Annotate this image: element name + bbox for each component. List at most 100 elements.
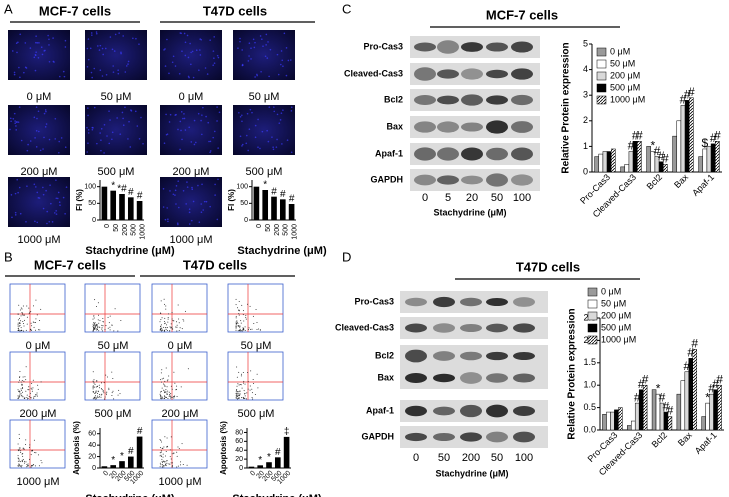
event-dot (178, 322, 180, 324)
event-dot (22, 376, 24, 378)
event-dot (117, 394, 119, 396)
image-label: 1000 μM (17, 234, 60, 246)
microscopy-image (85, 30, 147, 80)
lane-label: 20 (466, 192, 478, 204)
blot-band (486, 120, 508, 134)
y-axis-label: Relative Protein expression (561, 42, 572, 173)
blot-band (414, 67, 436, 81)
event-dot (34, 395, 36, 397)
event-dot (25, 366, 27, 368)
event-dot (111, 394, 113, 396)
cell-dot (198, 221, 201, 224)
image-label: 200 μM (21, 166, 58, 178)
event-dot (244, 383, 246, 385)
significance-mark: # (684, 87, 691, 101)
event-dot (183, 320, 185, 322)
cell-dot (264, 55, 267, 58)
cell-dot (14, 214, 17, 216)
event-dot (168, 395, 170, 397)
event-dot (93, 397, 95, 399)
event-dot (160, 319, 162, 321)
event-dot (238, 309, 240, 311)
bar (606, 151, 612, 173)
cell-dot (38, 130, 40, 133)
cell-dot (35, 129, 38, 132)
cell-dot (254, 41, 256, 44)
cell-dot (41, 53, 44, 56)
event-dot (169, 456, 171, 458)
event-dot (38, 465, 40, 467)
cell-dot (193, 143, 196, 146)
cell-dot (203, 200, 206, 203)
event-dot (160, 451, 162, 453)
event-dot (33, 305, 35, 307)
event-dot (28, 389, 30, 391)
cell-dot (200, 38, 203, 41)
event-dot (94, 398, 96, 400)
event-dot (26, 464, 28, 466)
cell-dot (280, 112, 283, 114)
event-dot (30, 466, 32, 468)
cell-dot (239, 37, 241, 40)
x-tick-label: 1000 (139, 224, 146, 240)
event-dot (171, 388, 173, 390)
cell-dot (276, 138, 278, 141)
event-dot (95, 325, 97, 327)
flow-plot (9, 283, 66, 333)
event-dot (96, 385, 98, 387)
bar (705, 402, 710, 431)
event-dot (103, 392, 105, 394)
y-tick-label: 2 (583, 115, 588, 125)
event-dot (235, 393, 237, 395)
event-dot (241, 330, 243, 332)
event-dot (235, 324, 237, 326)
panel-title: MCF-7 cells (39, 3, 111, 18)
cell-dot (11, 216, 13, 219)
blot-band (414, 95, 436, 105)
x-tick-label: 1000 (291, 224, 298, 240)
event-dot (239, 383, 241, 385)
event-dot (165, 397, 167, 399)
event-dot (240, 330, 242, 332)
event-dot (19, 317, 21, 319)
event-dot (26, 466, 28, 468)
event-dot (18, 447, 20, 449)
event-dot (245, 317, 247, 319)
cell-dot (134, 110, 137, 113)
event-dot (244, 393, 246, 395)
cell-dot (175, 113, 177, 116)
event-dot (105, 392, 107, 394)
event-dot (161, 396, 163, 398)
event-dot (238, 397, 240, 399)
event-dot (161, 447, 163, 449)
event-dot (240, 375, 242, 377)
cell-dot (64, 39, 67, 42)
bar (627, 425, 632, 431)
event-dot (25, 379, 27, 381)
blot-strip (410, 116, 540, 138)
significance-mark: * (258, 455, 262, 466)
blot-label: Pro-Cas3 (363, 41, 403, 51)
event-dot (96, 323, 98, 325)
event-dot (239, 325, 241, 327)
x-tick-label: 0 (256, 224, 263, 228)
cell-dot (251, 111, 253, 114)
event-dot (168, 313, 170, 315)
cell-dot (36, 117, 38, 120)
event-dot (98, 314, 100, 316)
event-dot (19, 376, 21, 378)
blot-band (433, 406, 455, 416)
cell-dot (52, 60, 55, 63)
event-dot (162, 383, 164, 385)
cell-dot (241, 145, 243, 147)
event-dot (159, 321, 161, 323)
event-dot (101, 327, 103, 329)
event-dot (93, 322, 95, 324)
event-dot (172, 462, 174, 464)
cell-dot (49, 184, 51, 186)
event-dot (17, 313, 19, 315)
event-dot (236, 366, 238, 368)
cell-dot (17, 121, 20, 123)
bar (676, 120, 682, 173)
event-dot (239, 329, 241, 331)
